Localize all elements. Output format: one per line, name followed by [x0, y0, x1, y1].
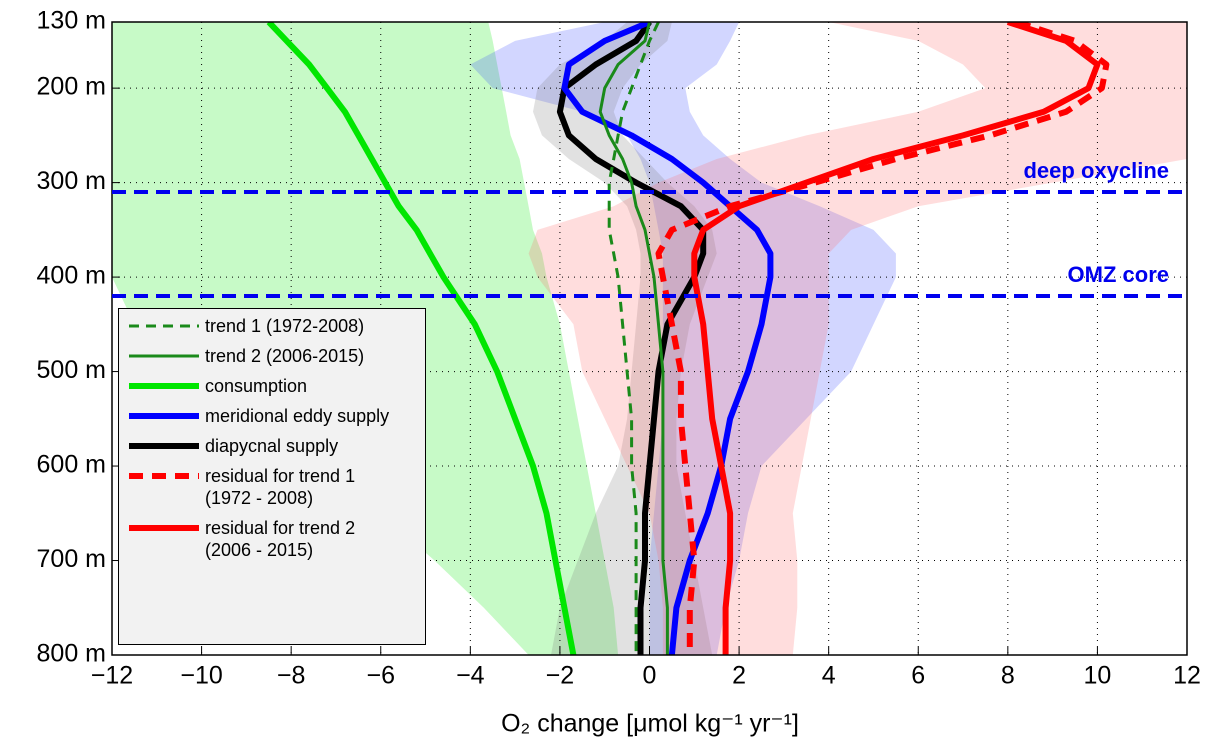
legend-swatch — [129, 443, 199, 449]
x-axis-label: O₂ change [μmol kg⁻¹ yr⁻¹] — [501, 710, 799, 738]
series-line — [598, 22, 669, 655]
reference-label: deep oxycline — [1023, 158, 1169, 183]
legend-label: residual for trend 2 (2006 - 2015) — [205, 518, 356, 560]
uncertainty-band — [533, 22, 717, 655]
plot-frame — [111, 21, 1188, 656]
legend-label: trend 2 (2006-2015) — [205, 346, 365, 366]
series-line — [655, 22, 1110, 655]
legend-item: diapycnal supply — [125, 435, 419, 457]
legend-label: meridional eddy supply — [205, 406, 390, 426]
legend-item: residual for trend 2 (2006 - 2015) — [125, 517, 419, 561]
series-line — [561, 22, 774, 655]
y-tick-label: 300 m — [37, 167, 106, 195]
legend-item: consumption — [125, 375, 419, 397]
legend-label: diapycnal supply — [205, 436, 339, 456]
uncertainty-band — [470, 22, 896, 655]
series-line — [266, 22, 577, 655]
legend-swatch — [129, 383, 199, 389]
y-tick-label: 200 m — [37, 73, 106, 101]
x-tick-label: 12 — [1173, 662, 1201, 690]
x-tick-label: 4 — [822, 662, 836, 690]
legend-label: residual for trend 1 (1972 - 2008) — [205, 466, 356, 508]
legend-swatch — [129, 525, 199, 531]
x-tick-label: 8 — [1001, 662, 1015, 690]
y-tick-label: 400 m — [37, 262, 106, 290]
y-tick-label: 500 m — [37, 356, 106, 384]
legend-item: meridional eddy supply — [125, 405, 419, 427]
uncertainty-band — [528, 22, 1187, 655]
lines — [266, 22, 1110, 655]
x-tick-label: 2 — [732, 662, 746, 690]
x-tick-label: 0 — [643, 662, 657, 690]
x-tick-label: −2 — [546, 662, 575, 690]
legend-item: trend 2 (2006-2015) — [125, 345, 419, 367]
y-tick-label: 130 m — [37, 7, 106, 35]
legend-item: trend 1 (1972-2008) — [125, 315, 419, 337]
legend-label: trend 1 (1972-2008) — [205, 316, 365, 336]
legend: trend 1 (1972-2008) trend 2 (2006-2015) co… — [118, 308, 426, 645]
y-tick-label: 800 m — [37, 640, 106, 668]
reference-label: OMZ core — [1068, 262, 1169, 287]
legend-swatch — [129, 324, 199, 328]
series-line — [691, 22, 1101, 655]
series-line — [607, 22, 660, 655]
x-tick-label: −4 — [456, 662, 485, 690]
legend-swatch — [129, 354, 199, 358]
x-tick-label: −10 — [180, 662, 222, 690]
y-tick-label: 700 m — [37, 545, 106, 573]
x-tick-label: −6 — [366, 662, 395, 690]
x-tick-label: −8 — [277, 662, 306, 690]
legend-swatch — [129, 413, 199, 419]
legend-swatch — [129, 473, 199, 479]
x-tick-label: 10 — [1084, 662, 1112, 690]
y-tick-label: 600 m — [37, 451, 106, 479]
x-tick-label: −12 — [91, 662, 133, 690]
legend-item: residual for trend 1 (1972 - 2008) — [125, 465, 419, 509]
x-tick-label: 6 — [911, 662, 925, 690]
legend-label: consumption — [205, 376, 308, 396]
